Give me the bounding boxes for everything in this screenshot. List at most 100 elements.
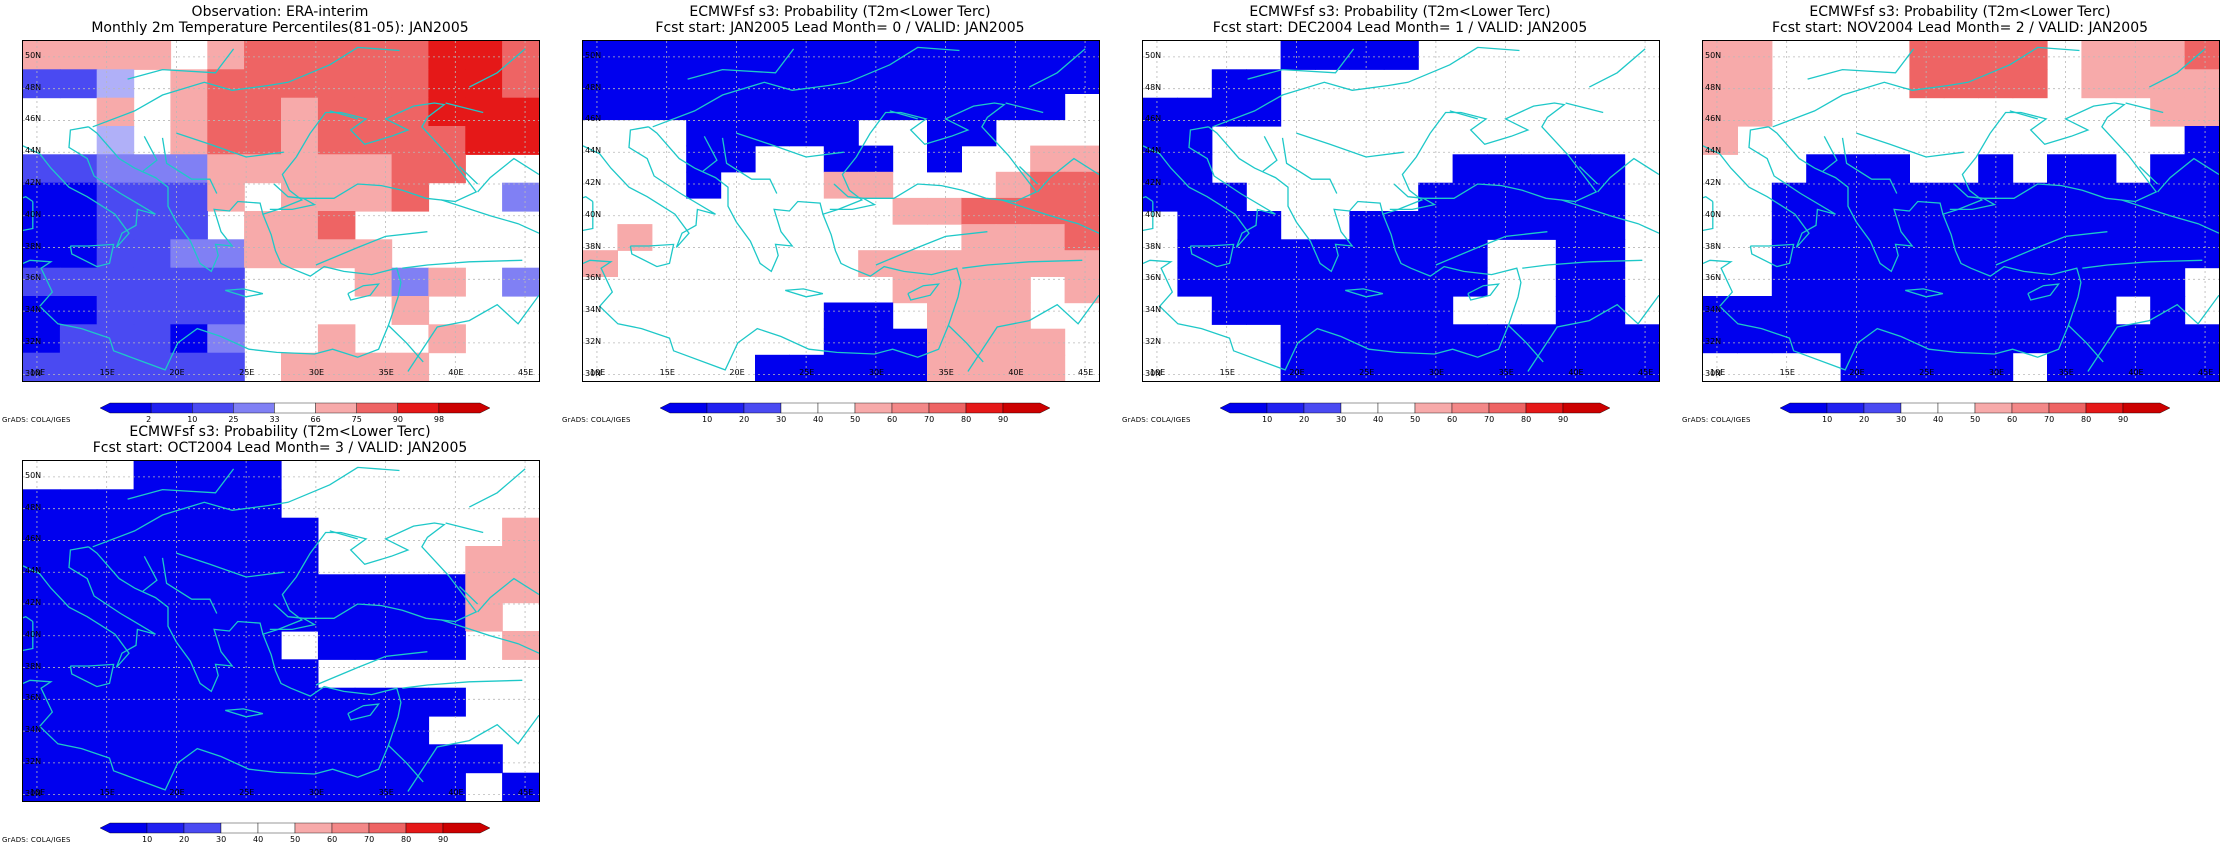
shaded-cell [1806,239,1842,269]
latitude-label: 50N [1145,50,1162,60]
shaded-cell [170,631,208,660]
latitude-label: 48N [585,82,602,92]
shaded-cell [2115,69,2151,99]
shaded-cell [617,67,653,94]
shaded-cell [244,211,282,240]
shaded-cell [1246,267,1282,297]
shaded-cell [133,296,172,325]
colorbar-label: 30 [1896,415,1907,424]
latitude-label: 32N [1705,336,1722,346]
coastline [1389,183,1437,211]
colorbar-label: 90 [2118,415,2129,424]
coastline [1703,126,1836,248]
coastline [1208,126,1431,273]
latitude-label: 30N [25,368,42,378]
shaded-cell [465,126,503,155]
shaded-cell [281,182,319,212]
shaded-cell [281,69,319,99]
coastline [23,546,156,668]
shaded-cell [1280,239,1316,269]
coastline [303,102,478,203]
coastline [161,557,218,614]
shaded-cell [2012,239,2048,269]
longitude-label: 30E [868,368,885,377]
coastline [23,615,34,652]
shaded-cell [354,574,393,604]
shaded-cell [789,354,825,381]
shaded-cell [391,69,430,99]
colorbar-swatch [660,402,708,414]
shaded-cell [96,324,135,354]
longitude-label: 10E [1149,368,1166,377]
shaded-cell [207,267,245,297]
shaded-cell [23,239,61,269]
colorbar-swatch [192,402,234,414]
shaded-cell [23,352,61,381]
shaded-cell [2081,267,2117,297]
shaded-cell [465,574,503,604]
shaded-cell [1143,126,1178,155]
latitude-label: 38N [1145,241,1162,251]
coastline [269,183,317,211]
shaded-cell [1806,267,1842,297]
shaded-cell [1064,145,1099,173]
shaded-cell [1487,352,1522,381]
coastline [445,102,484,114]
shaded-cell [23,489,61,519]
shaded-cell [59,296,98,325]
shaded-cell [1315,41,1350,70]
colorbar-label: 60 [2007,415,2018,424]
shaded-cell [2012,296,2048,325]
latitude-label: 30N [1145,368,1162,378]
latitude-label: 42N [1145,177,1162,187]
colorbar-swatch [1780,402,1828,414]
colorbar-label: 90 [1558,415,1569,424]
shaded-cell [1452,239,1488,269]
shaded-cell [133,744,172,774]
latitude-label: 48N [1705,82,1722,92]
shaded-cell [244,744,282,774]
shaded-cell [244,239,282,269]
shaded-cell [1737,296,1773,325]
colorbar-label: 50 [1970,415,1981,424]
shaded-cell [1624,352,1659,381]
shaded-cell [59,687,98,717]
coastline [1143,126,1276,248]
coastline [303,522,478,623]
longitude-label: 45E [1638,368,1654,377]
shaded-cell [244,154,282,184]
latitude-label: 42N [585,177,602,187]
shaded-cell [1806,211,1842,240]
latitude-label: 30N [1705,368,1722,378]
shaded-cell [1280,41,1316,70]
panel-title: Observation: ERA-interim Monthly 2m Tempe… [0,4,560,36]
shaded-cell [1909,182,1945,212]
shaded-cell [1978,41,2014,70]
shaded-cell [1737,41,1773,70]
longitude-label: 40E [1568,368,1584,377]
map-canvas [23,41,539,381]
panel-title: ECMWFsf s3: Probability (T2m<Lower Terc)… [1120,4,1680,36]
shaded-cell [1211,97,1247,127]
shaded-cell [133,659,172,689]
shaded-cell [1177,239,1213,269]
latitude-label: 32N [585,336,602,346]
map-canvas [583,41,1099,381]
coastline [1005,102,1044,114]
shaded-cell [755,354,790,381]
longitude-label: 25E [799,368,815,377]
shaded-cell [59,602,98,632]
latitude-label: 42N [25,177,42,187]
shaded-cell [789,41,825,68]
coastline [402,259,523,269]
shaded-cell [1064,276,1099,304]
shaded-cell [1555,352,1591,381]
shaded-cell [1383,267,1419,297]
longitude-label: 25E [1359,368,1375,377]
shaded-cell [823,145,859,173]
latitude-label: 46N [585,114,602,124]
longitude-label: 20E [1289,368,1305,377]
coastline [127,468,235,500]
shaded-cell [465,41,503,70]
shaded-cell [207,687,245,717]
